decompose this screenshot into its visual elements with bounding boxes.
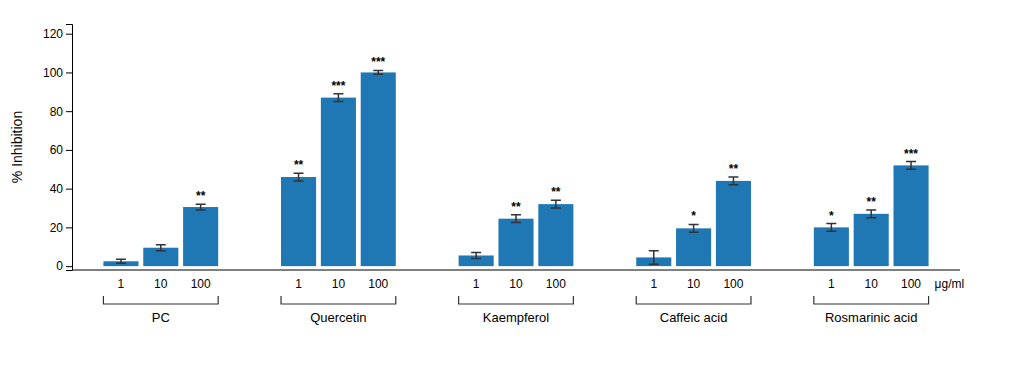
y-tick-label: 80 — [50, 105, 64, 119]
bar — [498, 219, 533, 266]
y-tick: 60 — [50, 143, 72, 157]
error-bar — [906, 162, 916, 170]
dose-label: 100 — [191, 277, 211, 291]
x-axis-line — [72, 270, 960, 271]
group-label: Kaempferol — [483, 310, 550, 325]
y-tick-mark — [66, 34, 72, 35]
group-label: Rosmarinic acid — [825, 310, 917, 325]
group-bracket — [814, 296, 929, 304]
dose-label: 100 — [368, 277, 388, 291]
y-tick-mark — [66, 150, 72, 151]
error-bar — [728, 177, 738, 185]
dose-label: 1 — [828, 277, 835, 291]
error-bar — [511, 215, 521, 223]
y-tick-label: 100 — [43, 66, 63, 80]
error-bar — [373, 70, 383, 74]
plot: 020406080100120110**100PC**1***10***100Q… — [43, 25, 964, 326]
annotation: ** — [511, 200, 521, 214]
group-bracket — [103, 296, 218, 304]
dose-label: 10 — [687, 277, 701, 291]
y-tick: 40 — [50, 182, 72, 196]
marks — [103, 70, 928, 266]
y-tick-mark — [66, 111, 72, 112]
group-bracket — [636, 296, 751, 304]
error-bar — [551, 200, 561, 208]
annotation: ** — [196, 189, 206, 203]
y-tick-mark — [66, 266, 72, 267]
dose-label: 10 — [865, 277, 879, 291]
y-axis-line — [66, 25, 73, 271]
y-tick-mark — [66, 189, 72, 190]
bar — [361, 72, 396, 266]
dose-label: 1 — [650, 277, 657, 291]
bar — [321, 98, 356, 267]
dose-label: 10 — [154, 277, 168, 291]
group-bracket — [459, 296, 574, 304]
labels: 110**100PC**1***10***100Quercetin1**10**… — [103, 55, 964, 325]
annotation: * — [829, 209, 834, 223]
dose-label: 100 — [723, 277, 743, 291]
bar — [716, 181, 751, 266]
y-tick-label: 40 — [50, 182, 64, 196]
dose-label: 10 — [509, 277, 523, 291]
error-bar — [471, 253, 481, 259]
bar — [814, 227, 849, 266]
error-bar — [866, 210, 876, 218]
error-bar — [294, 173, 304, 181]
error-bar — [689, 224, 699, 232]
bar — [281, 177, 316, 266]
bar — [894, 165, 929, 266]
annotation: ** — [294, 158, 304, 172]
error-bar — [116, 259, 126, 263]
y-tick-label: 120 — [43, 27, 63, 41]
error-bar — [649, 251, 659, 265]
annotation: ** — [867, 195, 877, 209]
bar — [183, 207, 218, 266]
bar — [676, 228, 711, 266]
dose-label: 10 — [332, 277, 346, 291]
error-bar — [333, 94, 343, 102]
annotation: *** — [331, 79, 345, 93]
dose-label: 1 — [295, 277, 302, 291]
group-label: Quercetin — [310, 310, 366, 325]
annotation: ** — [729, 162, 739, 176]
annotation: *** — [904, 147, 918, 161]
y-tick: 80 — [50, 105, 72, 119]
group-label: PC — [152, 310, 170, 325]
chart: 020406080100120110**100PC**1***10***100Q… — [0, 0, 1024, 378]
bar — [854, 214, 889, 266]
y-tick-mark — [66, 227, 72, 228]
y-tick-mark — [66, 72, 72, 73]
y-axis-title: % Inhibition — [9, 111, 25, 183]
dose-label: 100 — [546, 277, 566, 291]
y-tick-label: 20 — [50, 221, 64, 235]
y-tick-label: 60 — [50, 143, 64, 157]
y-axis: 0 20 40 60 80 100 120 — [43, 25, 73, 274]
error-bar — [826, 224, 836, 232]
y-tick: 120 — [43, 27, 72, 41]
dose-label: 1 — [118, 277, 125, 291]
error-bar — [196, 204, 206, 210]
dose-label: 100 — [901, 277, 921, 291]
annotation: ** — [551, 185, 561, 199]
group-label: Caffeic acid — [660, 310, 728, 325]
y-tick-label: 0 — [56, 259, 63, 273]
annotation: * — [691, 209, 696, 223]
y-tick: 100 — [43, 66, 72, 80]
dose-label: 1 — [473, 277, 480, 291]
annotation: *** — [371, 55, 385, 69]
bar — [538, 204, 573, 266]
group-bracket — [281, 296, 396, 304]
x-axis-title: μg/ml — [935, 277, 965, 291]
y-tick: 20 — [50, 221, 72, 235]
error-bar — [156, 245, 166, 251]
y-tick: 0 — [56, 259, 72, 273]
